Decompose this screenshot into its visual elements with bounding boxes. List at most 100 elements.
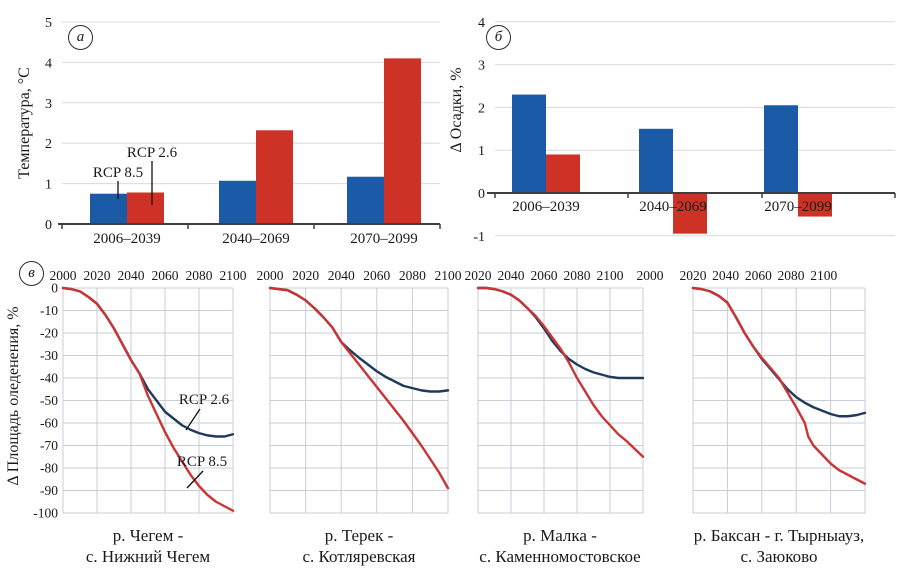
baksan-line-chart: 2000 2020 2040 2060 2080 2100 [637,268,867,514]
temperature-bar-chart: 5 4 3 2 1 0 2006–2039 2040–2069 2070–2099 RCP 8.5… [45,16,441,247]
x-tick-label: 2040 [498,268,525,283]
caption-line: р. Баксан - г. Тырныауз, [693,526,865,545]
x-category-label: 2040–2069 [222,231,290,247]
bar-blue [512,94,546,193]
annotation-leader [185,408,201,431]
y-tick-label: 4 [45,56,52,71]
annotation-leader [186,470,204,489]
y-tick-label: 2 [45,137,52,152]
series-line-rcp-8.5 [61,286,235,512]
y-tick-label: 3 [478,59,485,74]
annotation-label: RCP 2.6 [179,392,230,408]
y-tick-label: 1 [478,144,485,159]
x-tick-label: 2040 [118,268,145,283]
annotation-label: RCP 2.6 [127,145,178,161]
bar-red [673,193,707,234]
y-tick-label: -70 [40,438,58,453]
bar-blue [639,128,673,193]
x-tick-label: 2000 [50,268,77,283]
panel-letter-b: б [486,25,511,50]
y-tick-label: 0 [478,187,485,202]
x-tick-label: 2080 [399,268,426,283]
y-tick-label: 1 [45,178,52,193]
y-tick-label: -10 [40,303,58,318]
x-tick-label: 2040 [328,268,355,283]
x-category-label: 2006–2039 [512,199,580,215]
malka-line-chart: 2020 2040 2060 2080 2100 [465,268,645,514]
x-tick-label: 2060 [363,268,390,283]
y-tick-label: 2 [478,101,485,116]
bar-red [546,154,580,193]
bar-red [798,193,832,217]
x-tick-label: 2000 [257,268,284,283]
y-tick-label: 0 [51,281,58,296]
x-tick-label: 2020 [84,268,111,283]
caption-line: с. Каменномостовское [479,547,641,566]
x-tick-label: 2100 [597,268,624,283]
bar-rcp-8.5 [90,193,127,224]
annotation-label: RCP 8.5 [93,165,143,181]
x-tick-label: 2060 [531,268,558,283]
caption-line: с. Нижний Чегем [85,547,211,566]
y-tick-label: -90 [40,483,58,498]
x-tick-label: 2060 [152,268,179,283]
caption-line: р. Чегем - [112,526,184,545]
annotation-label: RCP 8.5 [177,454,227,470]
bar-rcp-2.6 [127,192,164,224]
caption-line: с. Заюково [740,547,818,566]
x-tick-label: 2100 [435,268,462,283]
y-tick-label: -100 [33,506,58,521]
caption-line: р. Терек - [324,526,394,545]
caption-chegem: р. Чегем - с. Нижний Чегем [8,525,288,567]
x-tick-label: 2080 [778,268,805,283]
panel-precipitation: Δ Осадки, % б 4 3 2 1 0 -1 2006–2039 2040–2069 2… [440,0,907,255]
x-tick-label: 2020 [680,268,707,283]
y-tick-label: -30 [40,348,58,363]
y-tick-label: -40 [40,371,58,386]
panel-glaciation: Δ Площадь оледенения, % в 0 -10 -20 -30 -40-… [0,255,907,578]
y-tick-label: 3 [45,97,52,112]
x-tick-label: 2080 [564,268,591,283]
caption-malka: р. Малка - с. Каменномостовское [420,525,700,567]
bar-rcp-8.5 [347,176,384,224]
bar-blue [764,105,798,193]
series-line-rcp-8.5 [691,286,867,485]
y-tick-label: -1 [473,230,485,245]
x-tick-label: 2100 [810,268,837,283]
chegem-line-chart: 2000 2020 2040 2060 2080 2100 RCP 2.6 RCP 8.5 [50,268,247,514]
y-tick-label: 4 [478,16,485,31]
x-category-label: 2006–2039 [93,231,161,247]
x-category-label: 2070–2099 [350,231,418,247]
x-tick-label: 2060 [745,268,772,283]
panel-letter-a: а [68,25,93,50]
caption-terek: р. Терек - с. Котляревская [219,525,499,567]
y-tick-label: 5 [45,16,52,31]
x-tick-label: 2100 [220,268,247,283]
glaciation-y-axis-ticks: 0 -10 -20 -30 -40 -50 -60 -70 -80 -90 -100 [33,281,58,521]
y-tick-label: -80 [40,461,58,476]
precipitation-bar-chart: 4 3 2 1 0 -1 2006–2039 2040–2069 2070–2099 [473,16,896,245]
series-line-rcp-2.6 [691,286,867,418]
x-category-label: 2070–2099 [764,199,832,215]
x-tick-label: 2020 [292,268,319,283]
x-category-label: 2040–2069 [639,199,707,215]
caption-line: с. Котляревская [302,547,416,566]
series-line-rcp-8.5 [268,286,450,490]
bar-rcp-2.6 [256,130,293,224]
bar-rcp-2.6 [384,58,421,224]
y-tick-label: -20 [40,326,58,341]
panel-temperature: Температура, °C а 5 4 3 2 1 0 2006–2039 2040–20… [0,0,450,255]
caption-baksan: р. Баксан - г. Тырныауз, с. Заюково [639,525,907,567]
x-tick-label: 2000 [637,268,664,283]
bar-rcp-8.5 [219,180,256,224]
caption-line: р. Малка - [523,526,597,545]
y-tick-label: -50 [40,393,58,408]
y-tick-label: 0 [45,218,52,233]
x-tick-label: 2020 [465,268,492,283]
panel-letter-v: в [19,261,44,286]
series-line-rcp-2.6 [268,286,450,393]
y-tick-label: -60 [40,416,58,431]
x-tick-label: 2080 [186,268,213,283]
series-line-rcp-8.5 [476,286,645,458]
